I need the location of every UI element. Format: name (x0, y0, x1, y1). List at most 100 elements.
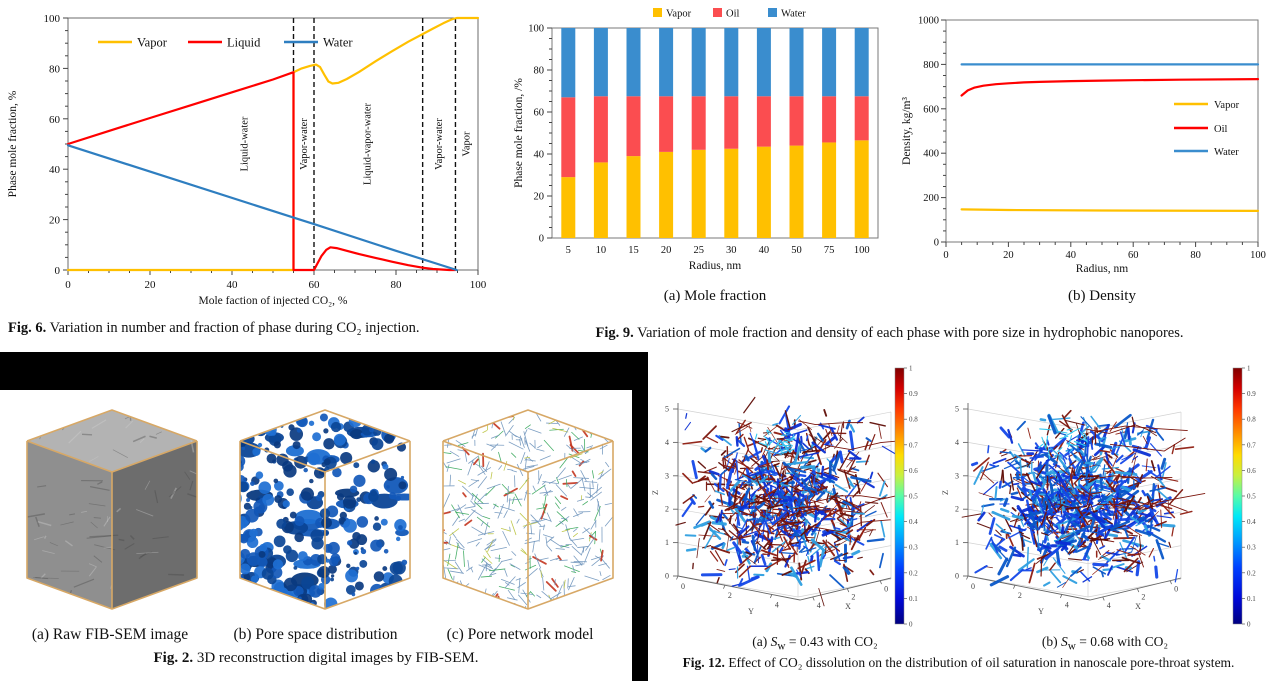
chart-text: 20 (1003, 250, 1014, 261)
fig12a-subcaption-value: = 0.43 with CO₂ (785, 634, 878, 649)
chart-text: 1000 (918, 16, 939, 27)
chart-text: Water (323, 36, 353, 50)
chart-text: 40 (534, 150, 545, 161)
chart-text: 0 (65, 279, 71, 291)
chart-text: 4 (1065, 600, 1069, 609)
fig2-panel: (a) Raw FIB-SEM image (b) Pore space dis… (0, 352, 648, 681)
chart-text: Z (941, 490, 950, 495)
fig2-label-pore-space: (b) Pore space distribution (233, 626, 398, 643)
chart-text: 20 (145, 279, 157, 291)
chart-text: X (1135, 602, 1141, 611)
chart-text: 0 (884, 585, 888, 594)
chart-text: 15 (628, 245, 639, 256)
chart-text: 100 (44, 13, 61, 25)
fig2-caption: Fig. 2. 3D reconstruction digital images… (0, 650, 632, 667)
chart-text: 0.1 (909, 595, 918, 603)
chart-text: 3 (955, 471, 959, 480)
fig12b-subcaption-index: (b) (1041, 634, 1062, 649)
fig6-caption-text: Variation in number and fraction of phas… (46, 320, 420, 336)
fig2-cube-images (26, 409, 614, 610)
chart-text: 5 (566, 245, 571, 256)
fig12b-sw-symbol: S (1061, 634, 1068, 649)
chart-text: 4 (775, 600, 779, 609)
chart-text: 0.7 (1247, 441, 1256, 449)
chart-text: X (845, 602, 851, 611)
chart-text: Phase mole fraction, /% (513, 78, 525, 188)
chart-text: 200 (923, 193, 939, 204)
chart-text: Vapor (462, 131, 473, 157)
chart-text: 75 (824, 245, 835, 256)
chart-text: Density, kg/m³ (901, 97, 913, 165)
chart-text: 100 (854, 245, 870, 256)
chart-text: 40 (227, 279, 239, 291)
chart-text: 60 (534, 108, 545, 119)
chart-text: 0 (909, 621, 913, 629)
chart-text: 800 (923, 60, 939, 71)
chart-text: 0.9 (1247, 390, 1256, 398)
fig6-phase-fraction-line-chart: 0 20 40 60 80 100 0 20 40 60 80 100 Mole faction of … (7, 13, 487, 307)
chart-text: 5 (665, 405, 669, 414)
chart-text: 30 (726, 245, 737, 256)
chart-text: 100 (528, 24, 544, 35)
chart-text: 80 (1190, 250, 1201, 261)
fig12a-subcaption-index: (a) (752, 634, 771, 649)
fig2-white-inset: (a) Raw FIB-SEM image (b) Pore space dis… (0, 390, 632, 681)
fig9-caption-text: Variation of mole fraction and density o… (633, 325, 1184, 341)
chart-text: 0.8 (1247, 416, 1256, 424)
chart-text: Oil (1214, 124, 1228, 135)
chart-text: 0.2 (909, 569, 918, 577)
chart-text: 2 (851, 593, 855, 602)
chart-text: Y (1038, 607, 1044, 616)
chart-text: 4 (955, 438, 959, 447)
fig12b-sw-subscript: w (1067, 640, 1076, 653)
chart-text: 0.5 (1247, 493, 1256, 501)
fig12-panel: 0 1 2 3 4 5 Z 0 2 4 Y 4 2 0 X 1 0.9 0.8 0.7 0.6 0.5 0.4 0.3 0.2… (648, 352, 1269, 681)
chart-text: 50 (791, 245, 802, 256)
chart-text: Vapor (137, 36, 168, 50)
chart-text: 2 (1141, 593, 1145, 602)
chart-text: 0.7 (909, 441, 918, 449)
chart-text: 2 (955, 505, 959, 514)
colorbar (1232, 367, 1243, 625)
fig9-panel: 0 20 40 60 80 100 5 10 15 20 25 30 40 50 75 100 Radius, … (510, 0, 1269, 352)
chart-text: 1 (955, 538, 959, 547)
chart-text: 0.9 (909, 390, 918, 398)
chart-text: 0 (971, 582, 975, 591)
chart-text: 40 (49, 164, 61, 176)
fig12-3d-pore-network-plots: 0 1 2 3 4 5 Z 0 2 4 Y 4 2 0 X 1 0.9 0.8 0.7 0.6 0.5 0.4 0.3 0.2… (651, 365, 1256, 629)
fig9b-subcaption: (b) Density (1068, 288, 1136, 304)
chart-text: Radius, nm (689, 260, 741, 272)
chart-text: 0.6 (1247, 467, 1256, 475)
chart-text: Liquid-vapor-water (362, 102, 373, 185)
fig12-caption-number: Fig. 12. (682, 655, 725, 670)
chart-text: 0.8 (909, 416, 918, 424)
chart-text: 4 (817, 601, 821, 610)
fig2-label-pore-network: (c) Pore network model (446, 626, 594, 643)
fig9-caption-number: Fig. 9. (595, 325, 634, 341)
chart-text: Vapor (666, 9, 692, 20)
chart-text: 1 (665, 538, 669, 547)
chart-text: 0.2 (1247, 569, 1256, 577)
chart-text: 10 (596, 245, 607, 256)
chart-text: 1 (1247, 365, 1251, 373)
chart-text: 0.6 (909, 467, 918, 475)
chart-text: 80 (49, 63, 61, 75)
chart-text: 80 (391, 279, 403, 291)
chart-text: 2 (1018, 591, 1022, 600)
fig12a-subcaption: (a) Sw = 0.43 with CO₂ (690, 634, 940, 653)
chart-text: Mole faction of injected CO₂, % (199, 295, 348, 307)
chart-text: Vapor-water (299, 118, 310, 170)
fig12b-subcaption-value: = 0.68 with CO₂ (1075, 634, 1169, 649)
chart-text: Radius, nm (1076, 263, 1128, 275)
fig6-caption-number: Fig. 6. (8, 320, 47, 336)
chart-text: 0 (681, 582, 685, 591)
chart-text: 40 (759, 245, 770, 256)
chart-text: Oil (726, 9, 740, 20)
fig2-caption-number: Fig. 2. (153, 650, 194, 666)
chart-text: Y (748, 607, 754, 616)
chart-text: 0.1 (1247, 595, 1256, 603)
fig9-caption: Fig. 9. Variation of mole fraction and d… (510, 325, 1269, 342)
chart-text: Vapor-water (434, 118, 445, 170)
chart-text: 3 (665, 471, 669, 480)
